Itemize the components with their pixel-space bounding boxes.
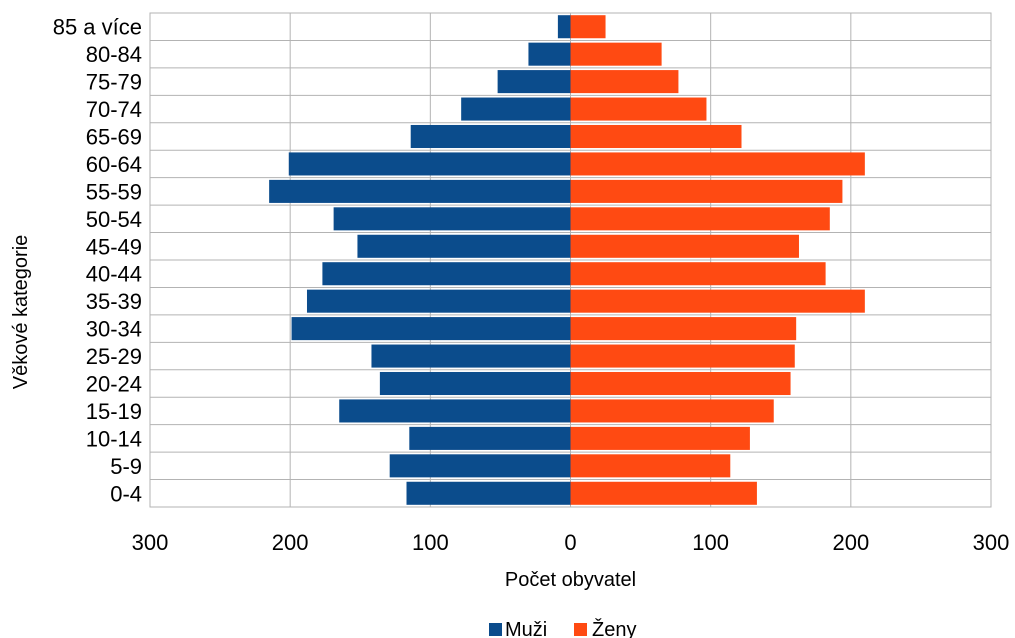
bar-male-80-84 (528, 42, 571, 66)
y-tick-label: 10-14 (86, 426, 142, 451)
bar-female-85-a-více (570, 15, 606, 39)
bar-male-65-69 (410, 124, 571, 149)
bar-male-40-44 (322, 262, 571, 286)
y-axis-title: Věkové kategorie (10, 235, 32, 390)
y-tick-label: 85 a více (53, 15, 142, 40)
bar-female-80-84 (570, 42, 662, 66)
bar-female-0-4 (570, 481, 757, 505)
x-tick-label: 100 (692, 530, 729, 555)
bar-male-15-19 (339, 399, 571, 423)
x-tick-labels: 300 200 100 0 100 200 300 (132, 530, 1010, 555)
legend-swatch-female (574, 623, 587, 636)
bar-female-10-14 (570, 426, 750, 450)
bar-female-5-9 (570, 454, 731, 478)
legend-label-male: Muži (505, 619, 547, 638)
y-tick-label: 50-54 (86, 207, 142, 232)
bar-female-50-54 (570, 207, 830, 231)
bar-male-30-34 (291, 317, 571, 341)
bar-male-35-39 (306, 289, 571, 313)
x-tick-label: 300 (132, 530, 169, 555)
bar-female-15-19 (570, 399, 774, 423)
y-tick-label: 35-39 (86, 289, 142, 314)
bar-male-85-a-více (557, 15, 571, 39)
y-tick-label: 70-74 (86, 97, 142, 122)
bar-male-55-59 (269, 179, 571, 203)
x-tick-label: 0 (564, 530, 576, 555)
bar-male-70-74 (461, 97, 571, 121)
bar-male-20-24 (379, 371, 571, 396)
y-tick-label: 25-29 (86, 344, 142, 369)
bar-female-60-64 (570, 152, 865, 176)
bar-male-25-29 (371, 344, 571, 368)
gridlines (149, 13, 992, 507)
y-tick-label: 40-44 (86, 262, 142, 287)
x-tick-label: 300 (973, 530, 1010, 555)
x-tick-label: 100 (412, 530, 449, 555)
legend: Muži Ženy (489, 618, 636, 638)
legend-swatch-male (489, 623, 502, 636)
bar-female-30-34 (570, 317, 797, 341)
plot-area-border (149, 12, 992, 508)
x-tick-label: 200 (272, 530, 309, 555)
legend-label-female: Ženy (592, 618, 636, 638)
y-tick-label: 65-69 (86, 125, 142, 150)
bar-female-45-49 (570, 234, 799, 258)
bar-female-20-24 (570, 371, 791, 396)
y-tick-label: 5-9 (110, 454, 142, 479)
y-tick-label: 55-59 (86, 179, 142, 204)
bar-female-55-59 (570, 179, 843, 203)
bar-female-70-74 (570, 97, 707, 121)
y-tick-label: 45-49 (86, 234, 142, 259)
y-tick-label: 30-34 (86, 317, 142, 342)
x-tick-label: 200 (832, 530, 869, 555)
bar-male-50-54 (333, 207, 571, 231)
bar-male-10-14 (409, 426, 571, 450)
bar-male-60-64 (288, 152, 571, 176)
bar-male-0-4 (406, 481, 571, 505)
bar-female-40-44 (570, 262, 826, 286)
bar-female-75-79 (570, 70, 679, 94)
y-tick-label: 80-84 (86, 42, 142, 67)
bar-male-45-49 (357, 234, 571, 258)
y-tick-label: 0-4 (110, 481, 142, 506)
bar-female-25-29 (570, 344, 795, 368)
bar-male-5-9 (389, 454, 571, 478)
x-axis-title: Počet obyvatel (505, 569, 636, 591)
bars (269, 15, 865, 505)
bar-female-65-69 (570, 124, 742, 149)
y-tick-label: 60-64 (86, 152, 142, 177)
y-tick-label: 20-24 (86, 372, 142, 397)
bar-female-35-39 (570, 289, 865, 313)
y-tick-label: 15-19 (86, 399, 142, 424)
bar-male-75-79 (497, 70, 571, 94)
y-tick-label: 75-79 (86, 70, 142, 95)
